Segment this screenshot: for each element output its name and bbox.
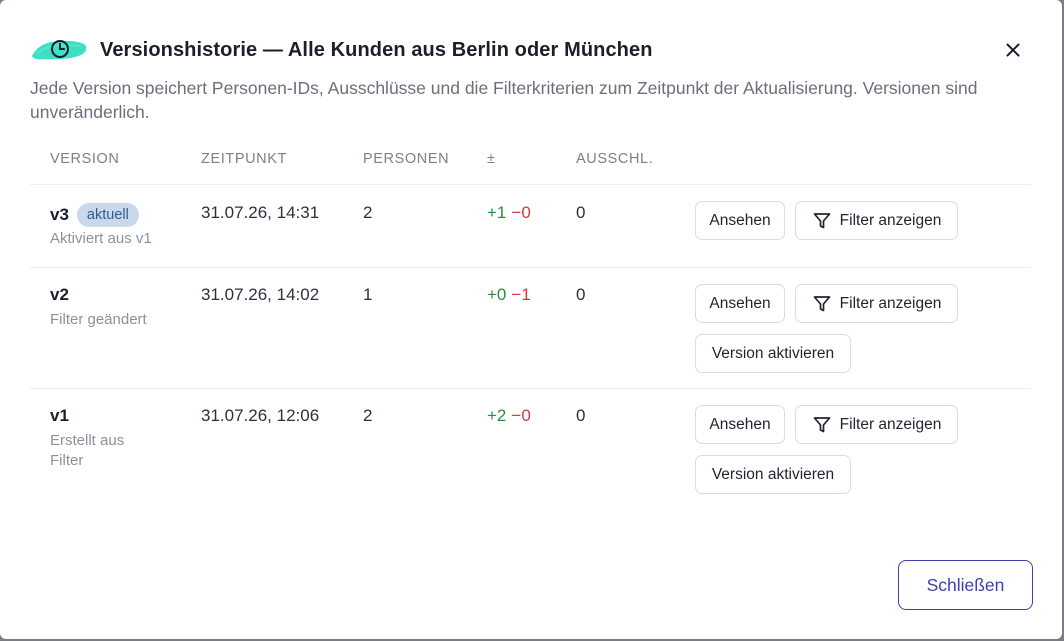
version-name: v3 (50, 205, 69, 224)
filter-icon (813, 295, 831, 311)
exclusion-count: 0 (576, 203, 586, 222)
dialog-header: Versionshistorie — Alle Kunden aus Berli… (30, 34, 653, 66)
header-personen: PERSONEN (363, 151, 450, 167)
version-subtitle: Aktiviert aus v1 (50, 230, 152, 247)
dialog-title: Versionshistorie — Alle Kunden aus Berli… (100, 38, 653, 61)
close-icon (1006, 43, 1020, 57)
delta-plus: +2 (487, 406, 507, 425)
close-dialog-button[interactable]: Schließen (898, 560, 1033, 610)
timestamp: 31.07.26, 12:06 (201, 406, 320, 425)
delta-cell: +0 −1 (487, 285, 531, 305)
timestamp: 31.07.26, 14:02 (201, 285, 320, 304)
filter-icon (813, 212, 831, 228)
show-filter-button[interactable]: Filter anzeigen (795, 201, 958, 240)
delta-cell: +1 −0 (487, 203, 531, 223)
show-filter-label: Filter anzeigen (839, 294, 942, 312)
show-filter-label: Filter anzeigen (839, 211, 942, 229)
show-filter-button[interactable]: Filter anzeigen (795, 405, 958, 444)
version-subtitle-line1: Erstellt aus (50, 432, 125, 449)
exclusion-count: 0 (576, 285, 586, 304)
activate-version-button[interactable]: Version aktivieren (695, 334, 851, 373)
timestamp: 31.07.26, 14:31 (201, 203, 320, 222)
version-cell: v3 aktuell Aktiviert aus v1 (50, 203, 152, 249)
view-button[interactable]: Ansehen (695, 201, 785, 240)
person-count: 1 (363, 285, 373, 304)
delta-plus: +0 (487, 285, 507, 304)
close-button[interactable] (998, 36, 1028, 64)
version-subtitle: Filter geändert (50, 311, 147, 328)
version-cell: v1 Erstellt aus Filter (50, 406, 124, 471)
header-delta: ± (487, 151, 496, 167)
activate-version-button[interactable]: Version aktivieren (695, 455, 851, 494)
exclusion-count: 0 (576, 406, 586, 425)
version-cell: v2 Filter geändert (50, 285, 147, 330)
version-name: v2 (50, 285, 69, 304)
show-filter-label: Filter anzeigen (839, 415, 942, 433)
table-row: v3 aktuell Aktiviert aus v1 31.07.26, 14:… (30, 185, 1031, 268)
dialog-description: Jede Version speichert Personen-IDs, Aus… (30, 78, 978, 122)
delta-minus: −0 (511, 406, 531, 425)
person-count: 2 (363, 406, 373, 425)
header-ausschl: AUSSCHL. (576, 151, 654, 167)
header-zeitpunkt: ZEITPUNKT (201, 151, 287, 167)
person-count: 2 (363, 203, 373, 222)
view-button[interactable]: Ansehen (695, 284, 785, 323)
delta-cell: +2 −0 (487, 406, 531, 426)
table-row: v1 Erstellt aus Filter 31.07.26, 12:06 2… (30, 389, 1031, 509)
show-filter-button[interactable]: Filter anzeigen (795, 284, 958, 323)
header-version: VERSION (50, 151, 120, 167)
view-button[interactable]: Ansehen (695, 405, 785, 444)
delta-minus: −0 (511, 203, 531, 222)
status-badge: aktuell (76, 203, 139, 227)
version-subtitle-line2: Filter (50, 452, 84, 469)
version-table: VERSION ZEITPUNKT PERSONEN ± AUSSCHL. v3… (30, 142, 1031, 509)
clock-icon (30, 34, 90, 66)
delta-plus: +1 (487, 203, 507, 222)
filter-icon (813, 416, 831, 432)
table-header: VERSION ZEITPUNKT PERSONEN ± AUSSCHL. (30, 142, 1031, 185)
delta-minus: −1 (511, 285, 531, 304)
version-name: v1 (50, 406, 69, 425)
table-row: v2 Filter geändert 31.07.26, 14:02 1 +0−… (30, 268, 1031, 389)
